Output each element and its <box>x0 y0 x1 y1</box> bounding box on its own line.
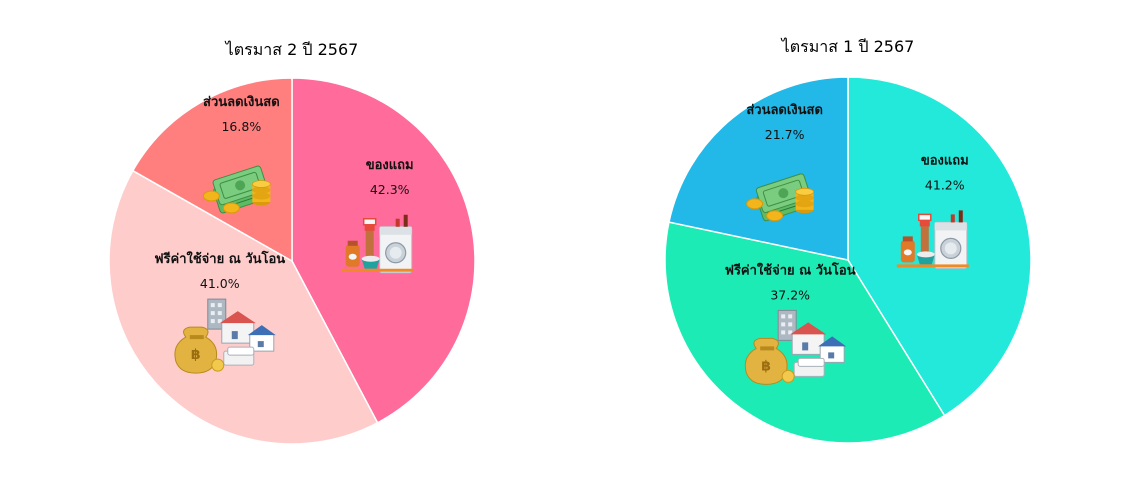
pie-chart-2: ไตรมาส 1 ปี 2567 ของแถม 41.2% ฟรีค่าใช้จ่าย… <box>664 37 1032 444</box>
slice-value-label: 41.0% <box>200 276 240 291</box>
slice-value-label: 41.2% <box>925 177 965 192</box>
slice-value-label: 16.8% <box>221 119 261 134</box>
pie-slice <box>668 76 849 261</box>
slice-label: ส่วนลดเงินสด <box>746 103 823 118</box>
slice-value-label: 37.2% <box>770 287 810 302</box>
pie-slice <box>108 169 379 445</box>
pie-chart-1: ไตรมาส 2 ปี 2567 ของแถม 42.3% ฟรีค่าใช้จ่าย… <box>108 40 476 445</box>
slice-label: ของแถม <box>921 153 969 168</box>
chart-title: ไตรมาส 1 ปี 2567 <box>780 37 915 56</box>
slice-label: ฟรีค่าใช้จ่าย ณ วันโอน <box>725 261 856 278</box>
chart-title: ไตรมาส 2 ปี 2567 <box>224 40 359 59</box>
slice-value-label: 42.3% <box>370 182 410 197</box>
slice-label: ของแถม <box>366 158 414 173</box>
slice-label: ฟรีค่าใช้จ่าย ณ วันโอน <box>154 250 285 267</box>
slice-value-label: 21.7% <box>765 127 805 142</box>
pie-slice <box>131 77 293 263</box>
slice-label: ส่วนลดเงินสด <box>203 95 280 110</box>
